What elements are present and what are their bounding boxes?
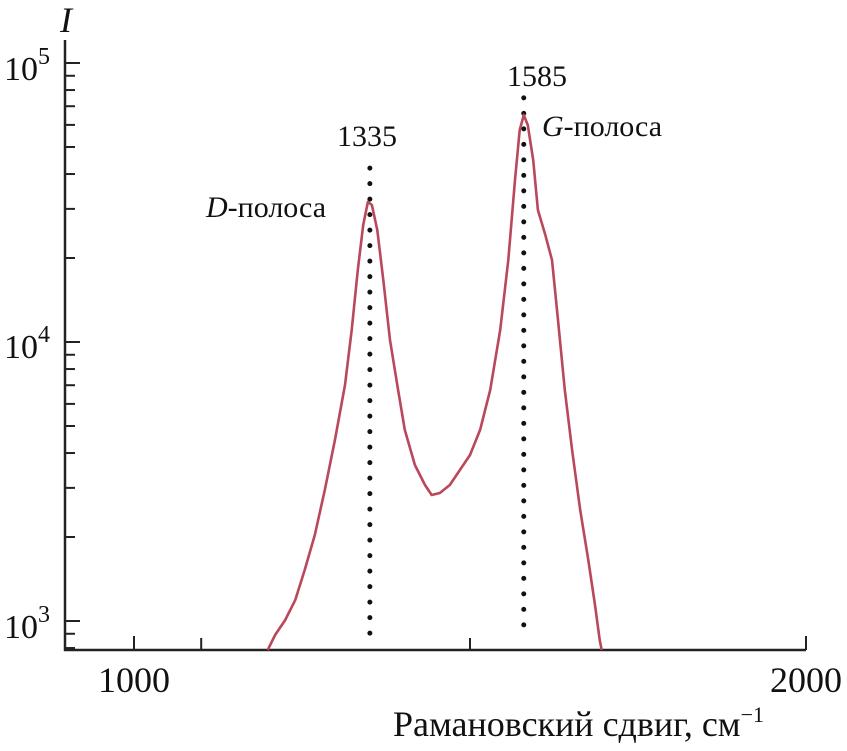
x-axis-title-text: Рамановский сдвиг, см: [393, 704, 741, 744]
x-tick-label-1000: 1000: [98, 660, 170, 700]
marks: [266, 95, 603, 651]
y-axis-title: I: [59, 0, 74, 40]
y-tick-base: 10: [4, 329, 38, 366]
x-axis-title-sup: −1: [741, 702, 764, 727]
d-band-label: D-полоса: [205, 191, 326, 224]
y-tick-label-1e4: 104: [4, 322, 50, 366]
y-tick-exp: 4: [38, 322, 50, 348]
y-tick-base: 10: [4, 51, 38, 88]
y-tick-label-1e3: 103: [4, 602, 50, 646]
y-tick-label-1e5: 105: [4, 44, 50, 88]
d-band-italic: D: [205, 191, 228, 224]
g-band-label: G-полоса: [542, 110, 662, 143]
d-band-rest: -полоса: [228, 191, 326, 224]
y-tick-base: 10: [4, 609, 38, 646]
annotation-1335: 1335: [337, 120, 397, 153]
annotation-1585: 1585: [507, 60, 567, 93]
x-tick-label-2000: 2000: [770, 660, 842, 700]
y-tick-exp: 5: [38, 44, 50, 70]
x-axis-title: Рамановский сдвиг, см−1: [393, 702, 764, 744]
g-band-italic: G: [542, 110, 564, 143]
y-tick-exp: 3: [38, 602, 50, 628]
axes: [63, 40, 807, 652]
spectrum-line-overlay: [267, 114, 603, 651]
g-band-rest: -полоса: [564, 110, 662, 143]
